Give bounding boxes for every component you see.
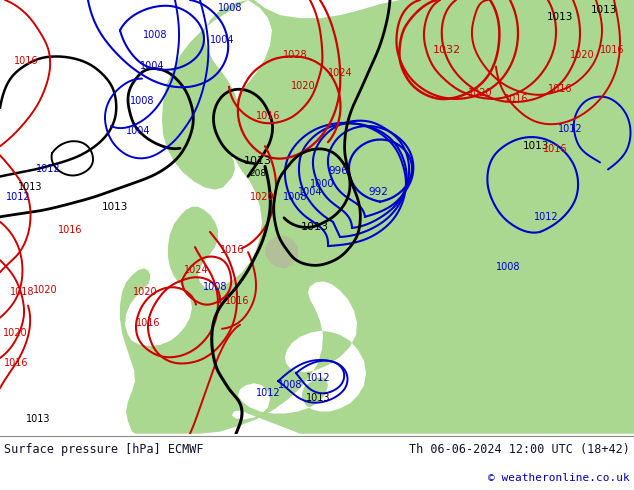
Text: 1016: 1016 [504, 94, 528, 104]
Text: 1013: 1013 [18, 182, 42, 192]
Text: 992: 992 [368, 187, 388, 196]
Text: 1032: 1032 [433, 46, 461, 55]
Text: 1012: 1012 [6, 192, 30, 202]
Text: 1012: 1012 [256, 388, 280, 398]
Text: 1012: 1012 [36, 165, 60, 174]
Text: 1004: 1004 [298, 187, 322, 196]
Text: 1016: 1016 [220, 245, 244, 255]
Text: 1013: 1013 [301, 222, 329, 232]
Text: 1020: 1020 [133, 288, 157, 297]
Text: 1008: 1008 [143, 30, 167, 40]
Text: 1013: 1013 [547, 12, 573, 22]
Polygon shape [120, 0, 634, 434]
Text: 1020: 1020 [250, 192, 275, 202]
Text: 1020: 1020 [468, 88, 493, 98]
Text: 1013: 1013 [306, 393, 330, 403]
Text: 1012: 1012 [534, 212, 559, 222]
Text: 1008: 1008 [217, 3, 242, 13]
Text: 1013: 1013 [244, 156, 272, 167]
Text: Th 06-06-2024 12:00 UTC (18+42): Th 06-06-2024 12:00 UTC (18+42) [409, 443, 630, 456]
Text: 1016: 1016 [4, 358, 29, 368]
Text: 1008: 1008 [203, 282, 227, 293]
Text: 1004: 1004 [139, 61, 164, 71]
Text: 1016: 1016 [256, 111, 280, 121]
Text: 1008: 1008 [278, 380, 302, 390]
Text: 1020: 1020 [570, 50, 594, 60]
Text: 1016: 1016 [136, 318, 160, 328]
Text: 1018: 1018 [10, 288, 34, 297]
Text: 1013: 1013 [26, 414, 50, 423]
Text: 1028: 1028 [283, 50, 307, 60]
Text: 1013: 1013 [102, 202, 128, 212]
Text: 1020: 1020 [3, 328, 27, 338]
Polygon shape [162, 0, 248, 190]
Text: Surface pressure [hPa] ECMWF: Surface pressure [hPa] ECMWF [4, 443, 204, 456]
Text: 1024: 1024 [184, 265, 209, 275]
Text: 1008: 1008 [283, 192, 307, 202]
Polygon shape [265, 236, 298, 268]
Text: 1016: 1016 [543, 144, 567, 154]
Text: 1000: 1000 [310, 178, 334, 189]
Text: 1016: 1016 [224, 295, 249, 306]
Text: 1013: 1013 [591, 5, 617, 15]
Text: 1012: 1012 [558, 124, 582, 134]
Text: © weatheronline.co.uk: © weatheronline.co.uk [488, 473, 630, 483]
Text: 1020: 1020 [33, 286, 57, 295]
Text: 1004: 1004 [210, 35, 234, 46]
Text: 208: 208 [249, 169, 266, 178]
Text: 1016: 1016 [548, 84, 573, 94]
Text: 1012: 1012 [306, 373, 330, 383]
Text: 1016: 1016 [14, 55, 38, 66]
Text: 1020: 1020 [290, 81, 315, 91]
Text: 1008: 1008 [130, 96, 154, 106]
Text: 996: 996 [328, 167, 348, 176]
Text: 1024: 1024 [328, 68, 353, 77]
Text: 1016: 1016 [58, 225, 82, 235]
Text: 1004: 1004 [126, 126, 150, 136]
Text: 1008: 1008 [496, 262, 521, 272]
Text: 1016: 1016 [600, 46, 624, 55]
Text: 1013: 1013 [523, 141, 549, 151]
